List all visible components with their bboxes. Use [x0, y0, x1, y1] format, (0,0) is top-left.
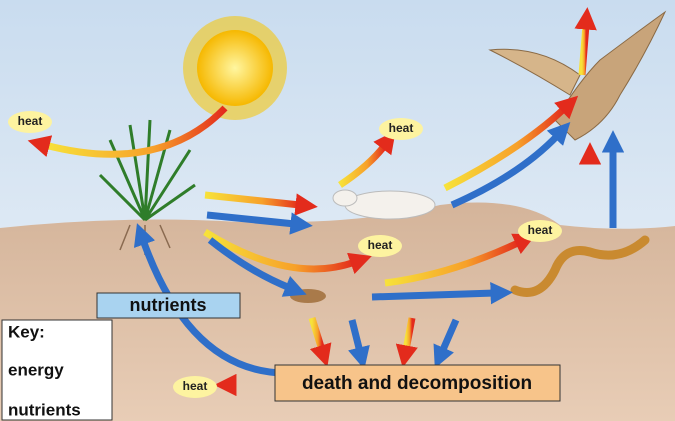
hawk-wing	[554, 10, 667, 141]
nutrient-arrow	[206, 211, 313, 235]
energy-arrow	[204, 191, 318, 216]
nutrient-arrow	[371, 281, 513, 305]
key-energy: energy	[8, 360, 64, 379]
nutrients-label: nutrients	[129, 295, 206, 315]
arrows	[12, 7, 625, 407]
heat-oval	[8, 111, 52, 133]
heat-oval	[358, 235, 402, 257]
nutrient-arrow	[450, 122, 571, 209]
heat-label: heat	[368, 238, 393, 252]
key: Key: energy nutrients	[1, 319, 113, 421]
mouse	[290, 289, 326, 303]
rabbit-head	[332, 189, 358, 207]
nutrients-box	[96, 292, 241, 319]
decomposition-box	[274, 364, 561, 402]
heat-oval	[379, 118, 423, 140]
sun	[183, 16, 287, 120]
hawk	[488, 10, 667, 141]
hawk-wing-left	[488, 48, 581, 96]
nutrient-arrow	[348, 319, 370, 370]
mouse-body	[290, 289, 326, 303]
key-box	[1, 319, 113, 421]
heat-label: heat	[18, 114, 43, 128]
snake	[510, 235, 650, 297]
energy-arrow	[574, 7, 597, 76]
nutrient-arrow	[207, 237, 307, 297]
rabbit	[332, 189, 436, 220]
decomposition-label: death and decomposition	[302, 373, 532, 394]
grass	[98, 119, 196, 222]
energy-arrow	[27, 105, 228, 158]
energy-arrow	[443, 95, 579, 192]
heat-label: heat	[183, 379, 208, 393]
energy-arrow	[338, 130, 396, 188]
key-title: Key:	[8, 322, 45, 341]
heat-label: heat	[389, 121, 414, 135]
energy-arrow	[395, 317, 418, 368]
energy-arrow	[203, 229, 372, 275]
energy-arrow	[384, 233, 537, 287]
nutrient-arrow	[133, 223, 286, 377]
key-nutrients: nutrients	[8, 400, 81, 419]
sun-disc	[197, 30, 273, 106]
energy-arrow	[308, 316, 332, 368]
heat-labels: heat heat heat heat heat	[8, 111, 562, 398]
rabbit-body	[344, 190, 436, 220]
heat-label: heat	[528, 223, 553, 237]
nutrient-arrow	[433, 318, 460, 369]
heat-oval	[518, 220, 562, 242]
heat-oval	[173, 376, 217, 398]
